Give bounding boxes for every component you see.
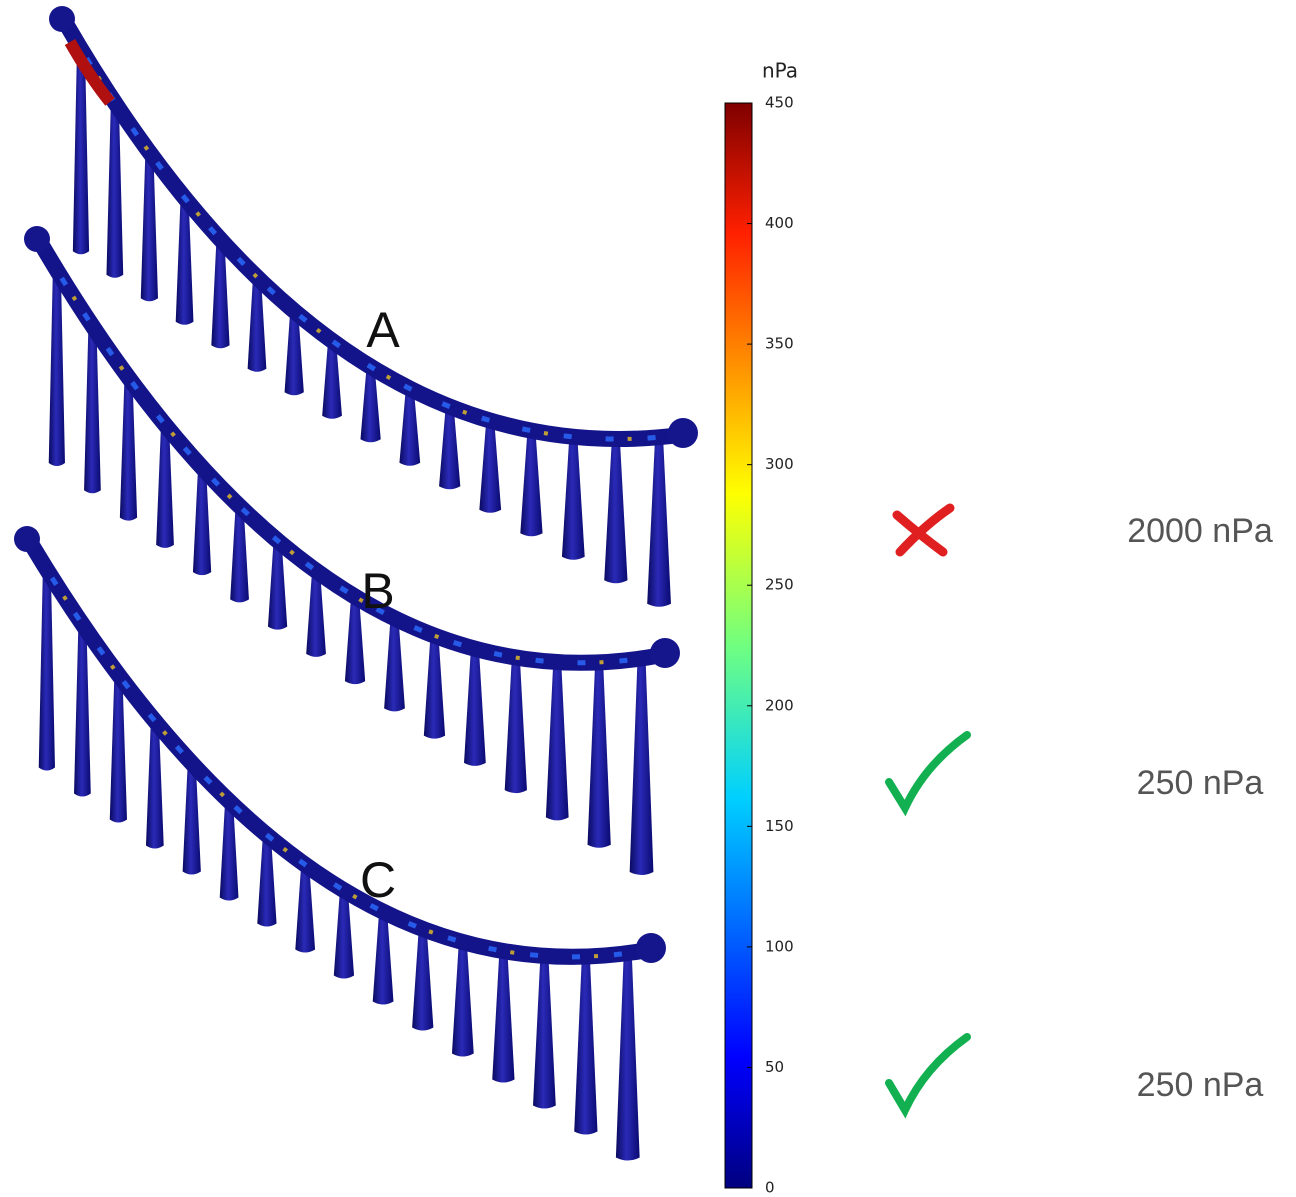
colorbar-unit: nPa: [762, 59, 798, 83]
pillar: [106, 103, 123, 278]
joint: [636, 933, 666, 963]
result-text: 2000 nPa: [1127, 512, 1273, 550]
pillar: [439, 407, 460, 490]
pillar: [110, 675, 127, 823]
pillar: [492, 951, 514, 1082]
pillar: [120, 377, 137, 520]
joint: [668, 418, 698, 448]
pillar: [452, 942, 474, 1056]
pillar: [604, 439, 627, 583]
check-icon: [889, 1037, 967, 1110]
tick-label: 350: [765, 335, 794, 353]
pillar: [384, 618, 405, 711]
pillar: [412, 929, 433, 1031]
tick-label: 200: [765, 696, 794, 714]
result-text: 250 nPa: [1137, 1066, 1264, 1104]
tick-label: 300: [765, 455, 794, 473]
pillar: [588, 662, 611, 847]
colorbar: [725, 103, 752, 1188]
pillar: [616, 953, 640, 1160]
pillar: [84, 326, 101, 493]
pillar: [49, 270, 65, 466]
pillar: [74, 624, 91, 796]
check-icon: [889, 735, 967, 808]
tick-label: 50: [765, 1058, 784, 1076]
pillar: [546, 662, 569, 820]
pillar: [479, 421, 501, 513]
pillar: [464, 649, 486, 766]
pillar: [505, 658, 527, 794]
tick-label: 150: [765, 817, 794, 835]
joint: [24, 226, 50, 252]
pillar: [520, 431, 542, 537]
joint: [650, 638, 680, 668]
tick-label: 400: [765, 214, 794, 232]
label-a: A: [366, 302, 400, 358]
pillar: [424, 636, 445, 739]
tick-label: 0: [765, 1179, 775, 1197]
structures: [14, 6, 698, 1161]
pillar: [630, 658, 654, 875]
label-c: C: [360, 852, 396, 908]
cross-icon: [897, 508, 950, 552]
beam: [65, 22, 680, 439]
pillar: [533, 956, 556, 1109]
pillar: [373, 912, 394, 1005]
tick-label: 450: [765, 94, 794, 112]
figure: A B C nPa 0 50 100 150 200 250 300 350 400 450 20…: [0, 0, 1296, 1197]
joint: [14, 526, 40, 552]
label-b: B: [361, 563, 394, 619]
result-text: 250 nPa: [1137, 764, 1264, 802]
pillar: [562, 437, 585, 560]
joint: [49, 6, 75, 32]
pillar: [574, 957, 597, 1135]
pillar: [141, 152, 158, 301]
tick-label: 100: [765, 937, 794, 955]
tick-label: 250: [765, 576, 794, 594]
pillar: [647, 437, 671, 607]
pillar: [39, 570, 55, 771]
colorbar-ticks: 0 50 100 150 200 250 300 350 400 450: [747, 94, 794, 1197]
